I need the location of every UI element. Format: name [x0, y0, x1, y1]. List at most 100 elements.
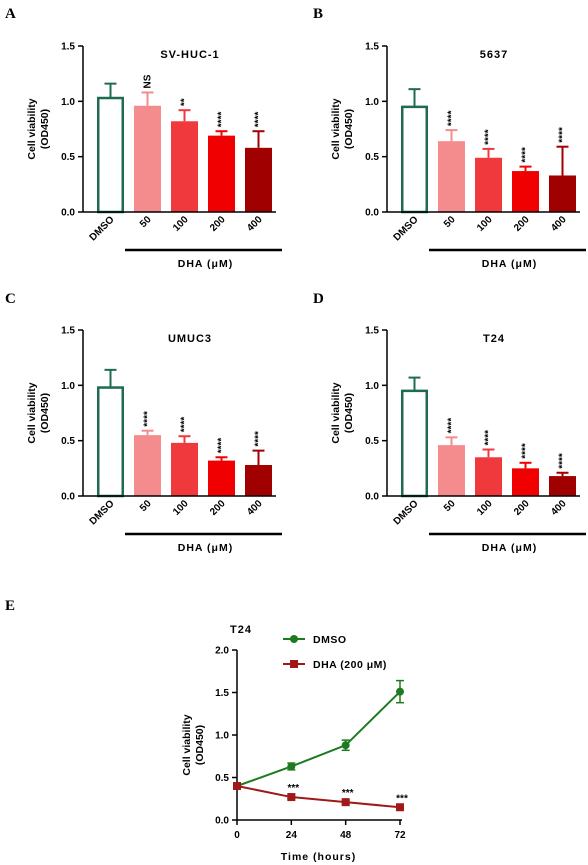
y-axis-label: (OD450) — [343, 109, 355, 149]
x-tick-label: 200 — [512, 214, 532, 234]
x-tick-label: 400 — [245, 498, 265, 518]
y-tick-label: 1.5 — [215, 688, 229, 699]
x-axis-label: Time (hours) — [281, 851, 356, 863]
x-tick-label: DMSO — [88, 498, 117, 527]
panel-letter: A — [5, 6, 16, 22]
data-point — [341, 798, 350, 807]
chart-title: T24 — [230, 624, 252, 636]
x-tick-label: DMSO — [392, 214, 421, 243]
y-tick-label: 0.5 — [365, 152, 379, 163]
legend: DMSO DHA (200 μM) — [283, 634, 387, 671]
x-tick-label: 24 — [286, 830, 298, 841]
y-tick-label: 0.5 — [61, 436, 75, 447]
significance-label: **** — [447, 418, 458, 434]
x-tick-label: 400 — [245, 214, 265, 234]
significance-label: **** — [558, 453, 569, 469]
significance-label: *** — [287, 783, 299, 794]
significance-label: **** — [521, 147, 532, 163]
data-point — [233, 782, 241, 790]
x-tick-label: 100 — [475, 498, 495, 518]
panel-letter: B — [313, 6, 323, 22]
x-tick-label: 48 — [340, 830, 352, 841]
chart-title: T24 — [483, 333, 505, 345]
y-tick-label: 1.0 — [365, 97, 379, 108]
bar-50 — [438, 445, 465, 496]
y-axis-label: (OD450) — [39, 393, 51, 433]
y-tick-label: 1.5 — [365, 326, 379, 337]
y-axis-label: Cell viability — [330, 98, 342, 159]
y-tick-label: 2.0 — [215, 646, 229, 657]
y-tick-label: 0.0 — [61, 208, 75, 219]
y-axis-label: Cell viability — [26, 382, 38, 443]
bar-50 — [134, 105, 161, 212]
x-tick-label: 50 — [442, 214, 458, 230]
y-tick-label: 1.0 — [215, 731, 229, 742]
panel-letter: D — [313, 291, 324, 307]
bar-200 — [512, 468, 539, 496]
chart-title: SV-HUC-1 — [160, 49, 219, 61]
significance-label: **** — [254, 431, 265, 447]
x-tick-label: 50 — [442, 498, 458, 514]
y-axis-label: (OD450) — [194, 725, 206, 765]
significance-label: **** — [484, 129, 495, 145]
group-label: DHA (μM) — [178, 542, 233, 554]
significance-label: NS — [143, 74, 154, 88]
data-point — [287, 793, 296, 802]
y-axis-label: (OD450) — [343, 393, 355, 433]
bar-400 — [245, 465, 272, 496]
bar-50 — [438, 141, 465, 212]
bar-400 — [549, 476, 576, 496]
significance-label: **** — [143, 411, 154, 427]
legend-label: DMSO — [313, 634, 347, 646]
group-label: DHA (μM) — [482, 258, 537, 270]
bar-100 — [171, 442, 198, 496]
x-tick-label: 200 — [512, 498, 532, 518]
legend-marker — [290, 635, 298, 643]
x-tick-label: 200 — [208, 498, 228, 518]
y-tick-label: 0.0 — [365, 208, 379, 219]
bar-dmso — [97, 96, 124, 214]
y-tick-label: 0.0 — [365, 492, 379, 503]
significance-label: *** — [396, 793, 408, 804]
x-tick-label: 0 — [234, 830, 240, 841]
data-point — [396, 687, 404, 696]
legend-label: DHA (200 μM) — [313, 659, 387, 671]
y-axis-label: Cell viability — [181, 714, 193, 775]
significance-label: **** — [217, 112, 228, 128]
x-tick-label: 72 — [394, 830, 406, 841]
significance-label: **** — [254, 112, 265, 128]
y-tick-label: 1.5 — [61, 326, 75, 337]
line-panel-e: E T24 0.0 0.5 1.0 1.5 2.0 0 24 48 72 Time (hours) Ce… — [5, 598, 408, 863]
significance-label: **** — [180, 417, 191, 433]
bar-100 — [475, 157, 502, 212]
panel-letter: E — [5, 598, 15, 614]
legend-marker — [290, 660, 298, 668]
y-tick-label: 1.5 — [61, 42, 75, 53]
bar-panel-d: D T24 0.0 0.5 1.0 1.5 Cell viability (OD450) DMS… — [313, 291, 586, 554]
bar-200 — [512, 171, 539, 212]
x-tick-label: DMSO — [392, 498, 421, 527]
series-line-0 — [236, 690, 401, 787]
series-line-1 — [236, 785, 401, 809]
data-point — [396, 803, 404, 812]
significance-label: **** — [558, 127, 569, 143]
bar-50 — [134, 435, 161, 496]
significance-label: **** — [521, 443, 532, 459]
significance-label: *** — [342, 788, 354, 799]
significance-label: **** — [447, 110, 458, 126]
bar-panel-b: B 5637 0.0 0.5 1.0 1.5 Cell viability (OD450) DM… — [313, 6, 586, 270]
data-point — [341, 741, 350, 750]
chart-title: 5637 — [480, 49, 508, 61]
y-tick-label: 1.5 — [365, 42, 379, 53]
y-tick-label: 0.5 — [215, 773, 229, 784]
x-tick-label: 400 — [549, 498, 569, 518]
y-tick-label: 0.0 — [61, 492, 75, 503]
x-tick-label: DMSO — [88, 214, 117, 243]
y-tick-label: 1.0 — [61, 381, 75, 392]
bar-400 — [245, 147, 272, 212]
group-label: DHA (μM) — [482, 542, 537, 554]
significance-label: **** — [484, 430, 495, 446]
y-tick-label: 0.5 — [365, 436, 379, 447]
bar-dmso — [401, 105, 428, 214]
